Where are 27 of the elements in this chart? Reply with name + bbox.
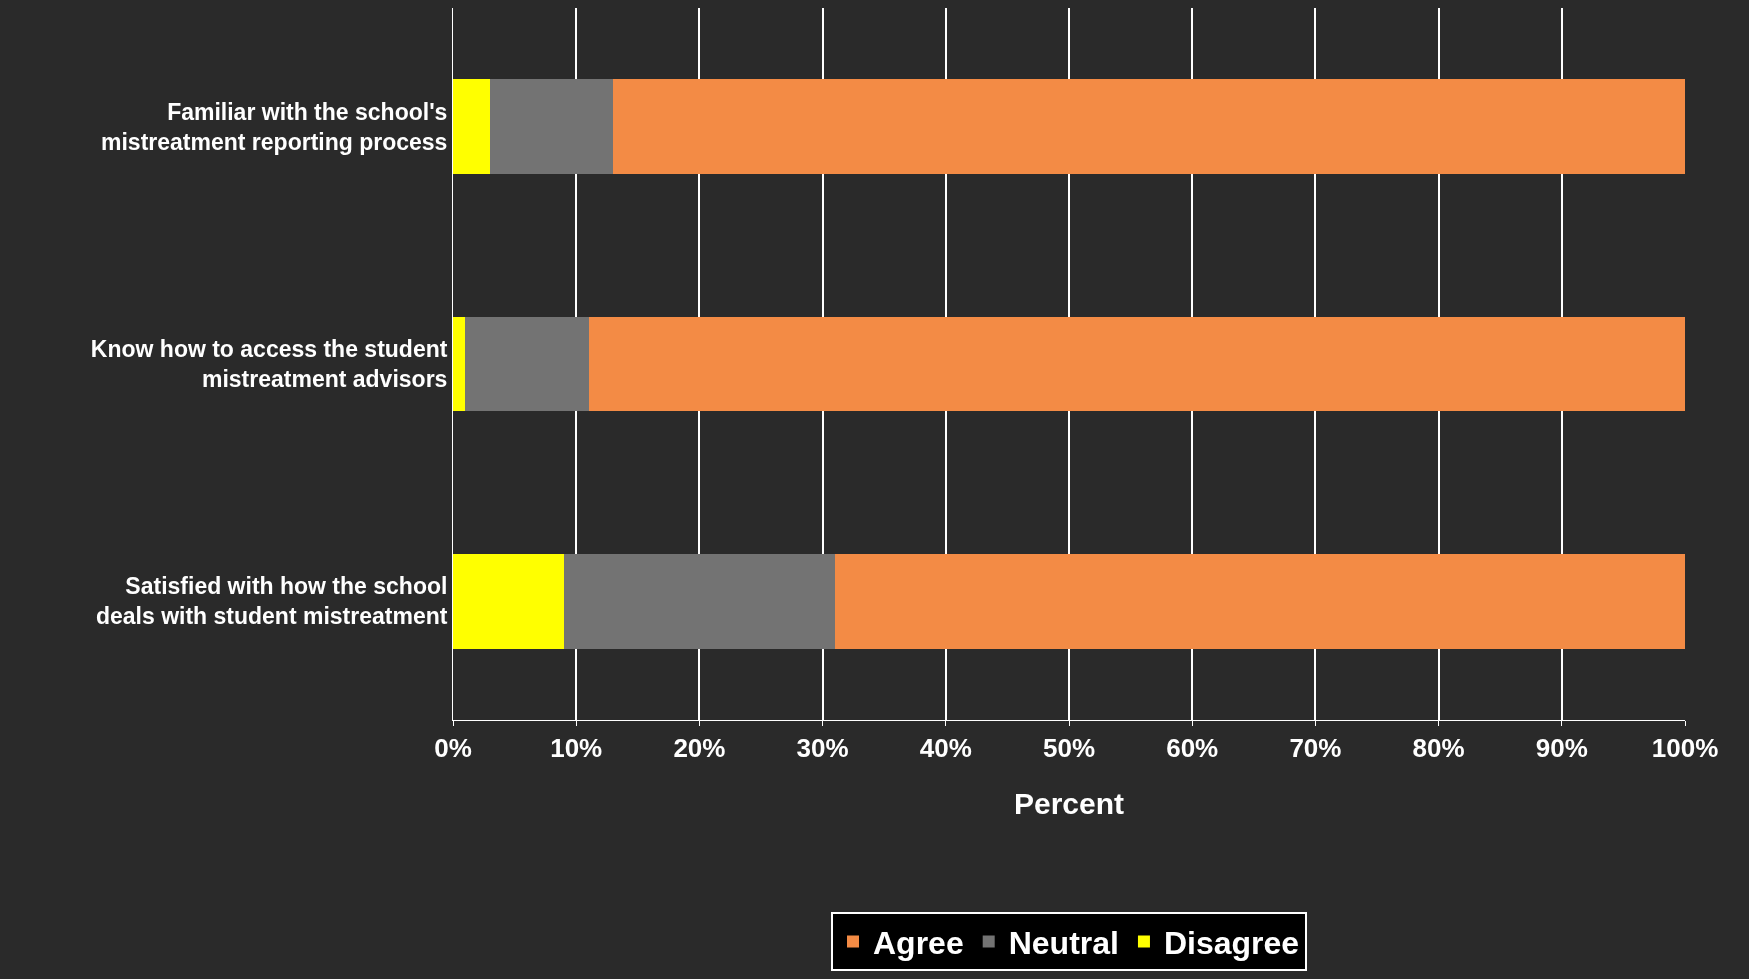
bar: [453, 316, 466, 412]
x-tick-label: 50%: [1042, 733, 1096, 764]
bar: [465, 316, 589, 412]
y-tick-label: Know how to access the student mistreatment advisors: [90, 336, 448, 392]
x-tick-label: 60%: [1166, 733, 1219, 764]
legend-label: Disagree: [1163, 925, 1300, 962]
x-tick-label: 20%: [673, 733, 726, 764]
legend-label: Neutral: [1008, 925, 1119, 962]
bar: [834, 553, 1685, 649]
bar: [613, 79, 1685, 175]
x-tick-label: 0%: [434, 733, 472, 764]
x-tick-label: 10%: [550, 733, 603, 764]
x-tick-label: 90%: [1535, 733, 1588, 764]
bar: [588, 316, 1685, 412]
bar: [453, 79, 490, 175]
x-tick-label: 100%: [1651, 733, 1719, 764]
bar: [453, 553, 564, 649]
bar: [489, 79, 614, 175]
x-tick-label: 40%: [919, 733, 972, 764]
x-tick-label: 70%: [1289, 733, 1342, 764]
x-tick-label: 30%: [796, 733, 849, 764]
x-tick-label: 80%: [1412, 733, 1465, 764]
x-axis-title: Percent: [1013, 786, 1125, 820]
legend-label: Agree: [873, 925, 964, 962]
y-tick-label: Familiar with the school's mistreatment reporting process: [101, 98, 448, 155]
bar: [563, 553, 835, 649]
y-tick-label: Satisfied with how the school deals with student mistreatment: [95, 573, 448, 630]
